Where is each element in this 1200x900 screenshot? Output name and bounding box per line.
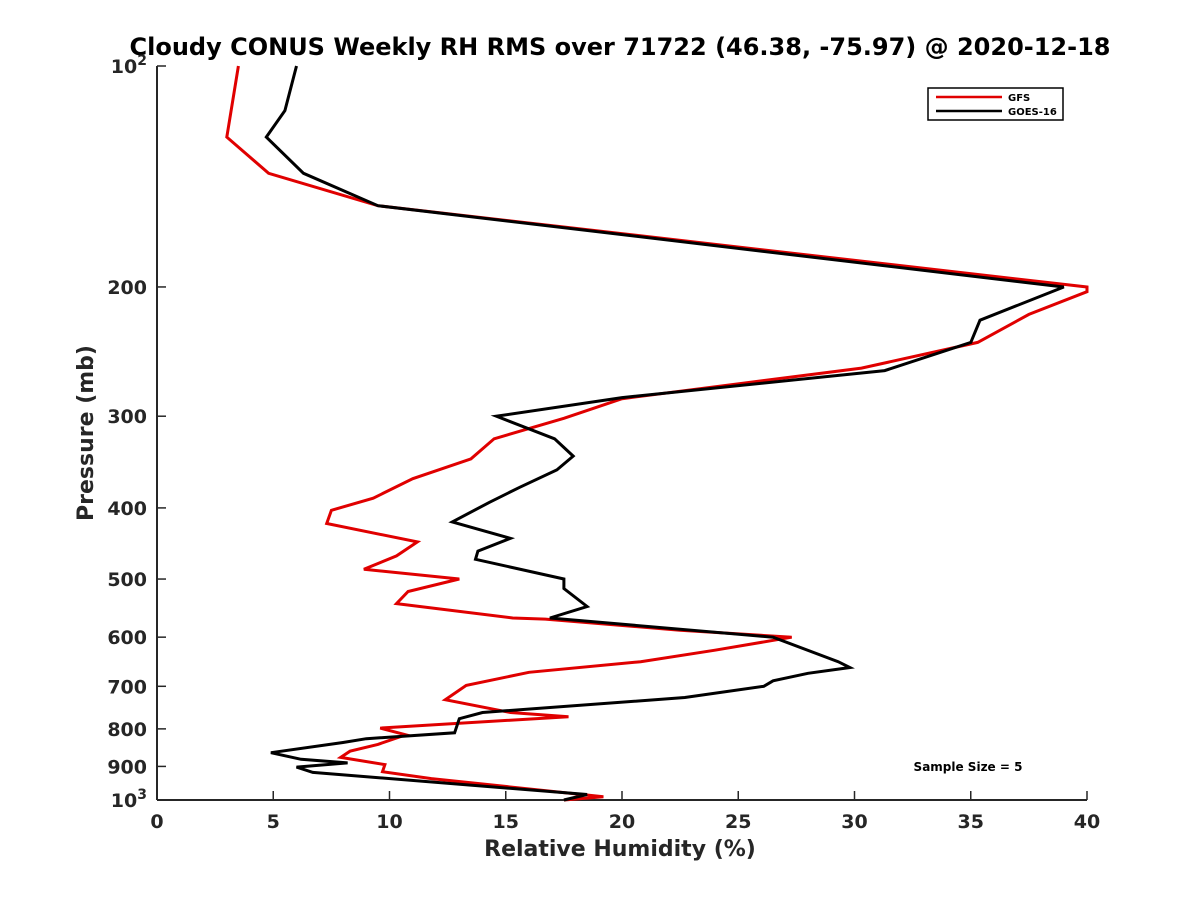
y-tick-label: 700 [107, 676, 147, 698]
x-tick-label: 40 [1074, 811, 1100, 833]
series-group [225, 65, 1089, 802]
chart-title: Cloudy CONUS Weekly RH RMS over 71722 (4… [130, 33, 1111, 61]
series-line-goes16 [264, 65, 1065, 802]
y-tick-label: 102 [111, 53, 147, 78]
legend-label-goes16: GOES-16 [1008, 107, 1057, 118]
legend: GFS GOES-16 [927, 87, 1064, 121]
y-tick-label: 900 [107, 756, 147, 778]
y-axis-label: Pressure (mb) [74, 345, 99, 521]
y-tick-label: 600 [107, 627, 147, 649]
x-tick-label: 30 [841, 811, 867, 833]
y-tick-label: 103 [111, 787, 147, 812]
series-line-gfs [225, 65, 1089, 802]
y-tick-label: 500 [107, 569, 147, 591]
y-tick-label: 400 [107, 498, 147, 520]
x-ticks: 0 5 10 15 20 25 30 35 40 [150, 791, 1100, 833]
x-axis-label: Relative Humidity (%) [484, 837, 756, 862]
x-tick-label: 35 [958, 811, 984, 833]
x-tick-label: 15 [493, 811, 519, 833]
x-tick-label: 20 [609, 811, 635, 833]
legend-box [927, 87, 1064, 121]
sample-size-annotation: Sample Size = 5 [914, 760, 1023, 774]
legend-label-gfs: GFS [1008, 93, 1030, 104]
y-tick-label: 200 [107, 277, 147, 299]
x-tick-label: 25 [725, 811, 751, 833]
y-tick-label: 300 [107, 406, 147, 428]
x-tick-label: 0 [150, 811, 163, 833]
x-tick-label: 5 [267, 811, 280, 833]
y-tick-label: 800 [107, 719, 147, 741]
y-ticks: 102 200 300 400 500 600 700 800 900 103 [107, 53, 166, 812]
plot-area: 102 200 300 400 500 600 700 800 900 103 0 5 10 15 20 2… [107, 53, 1100, 833]
x-tick-label: 10 [376, 811, 402, 833]
